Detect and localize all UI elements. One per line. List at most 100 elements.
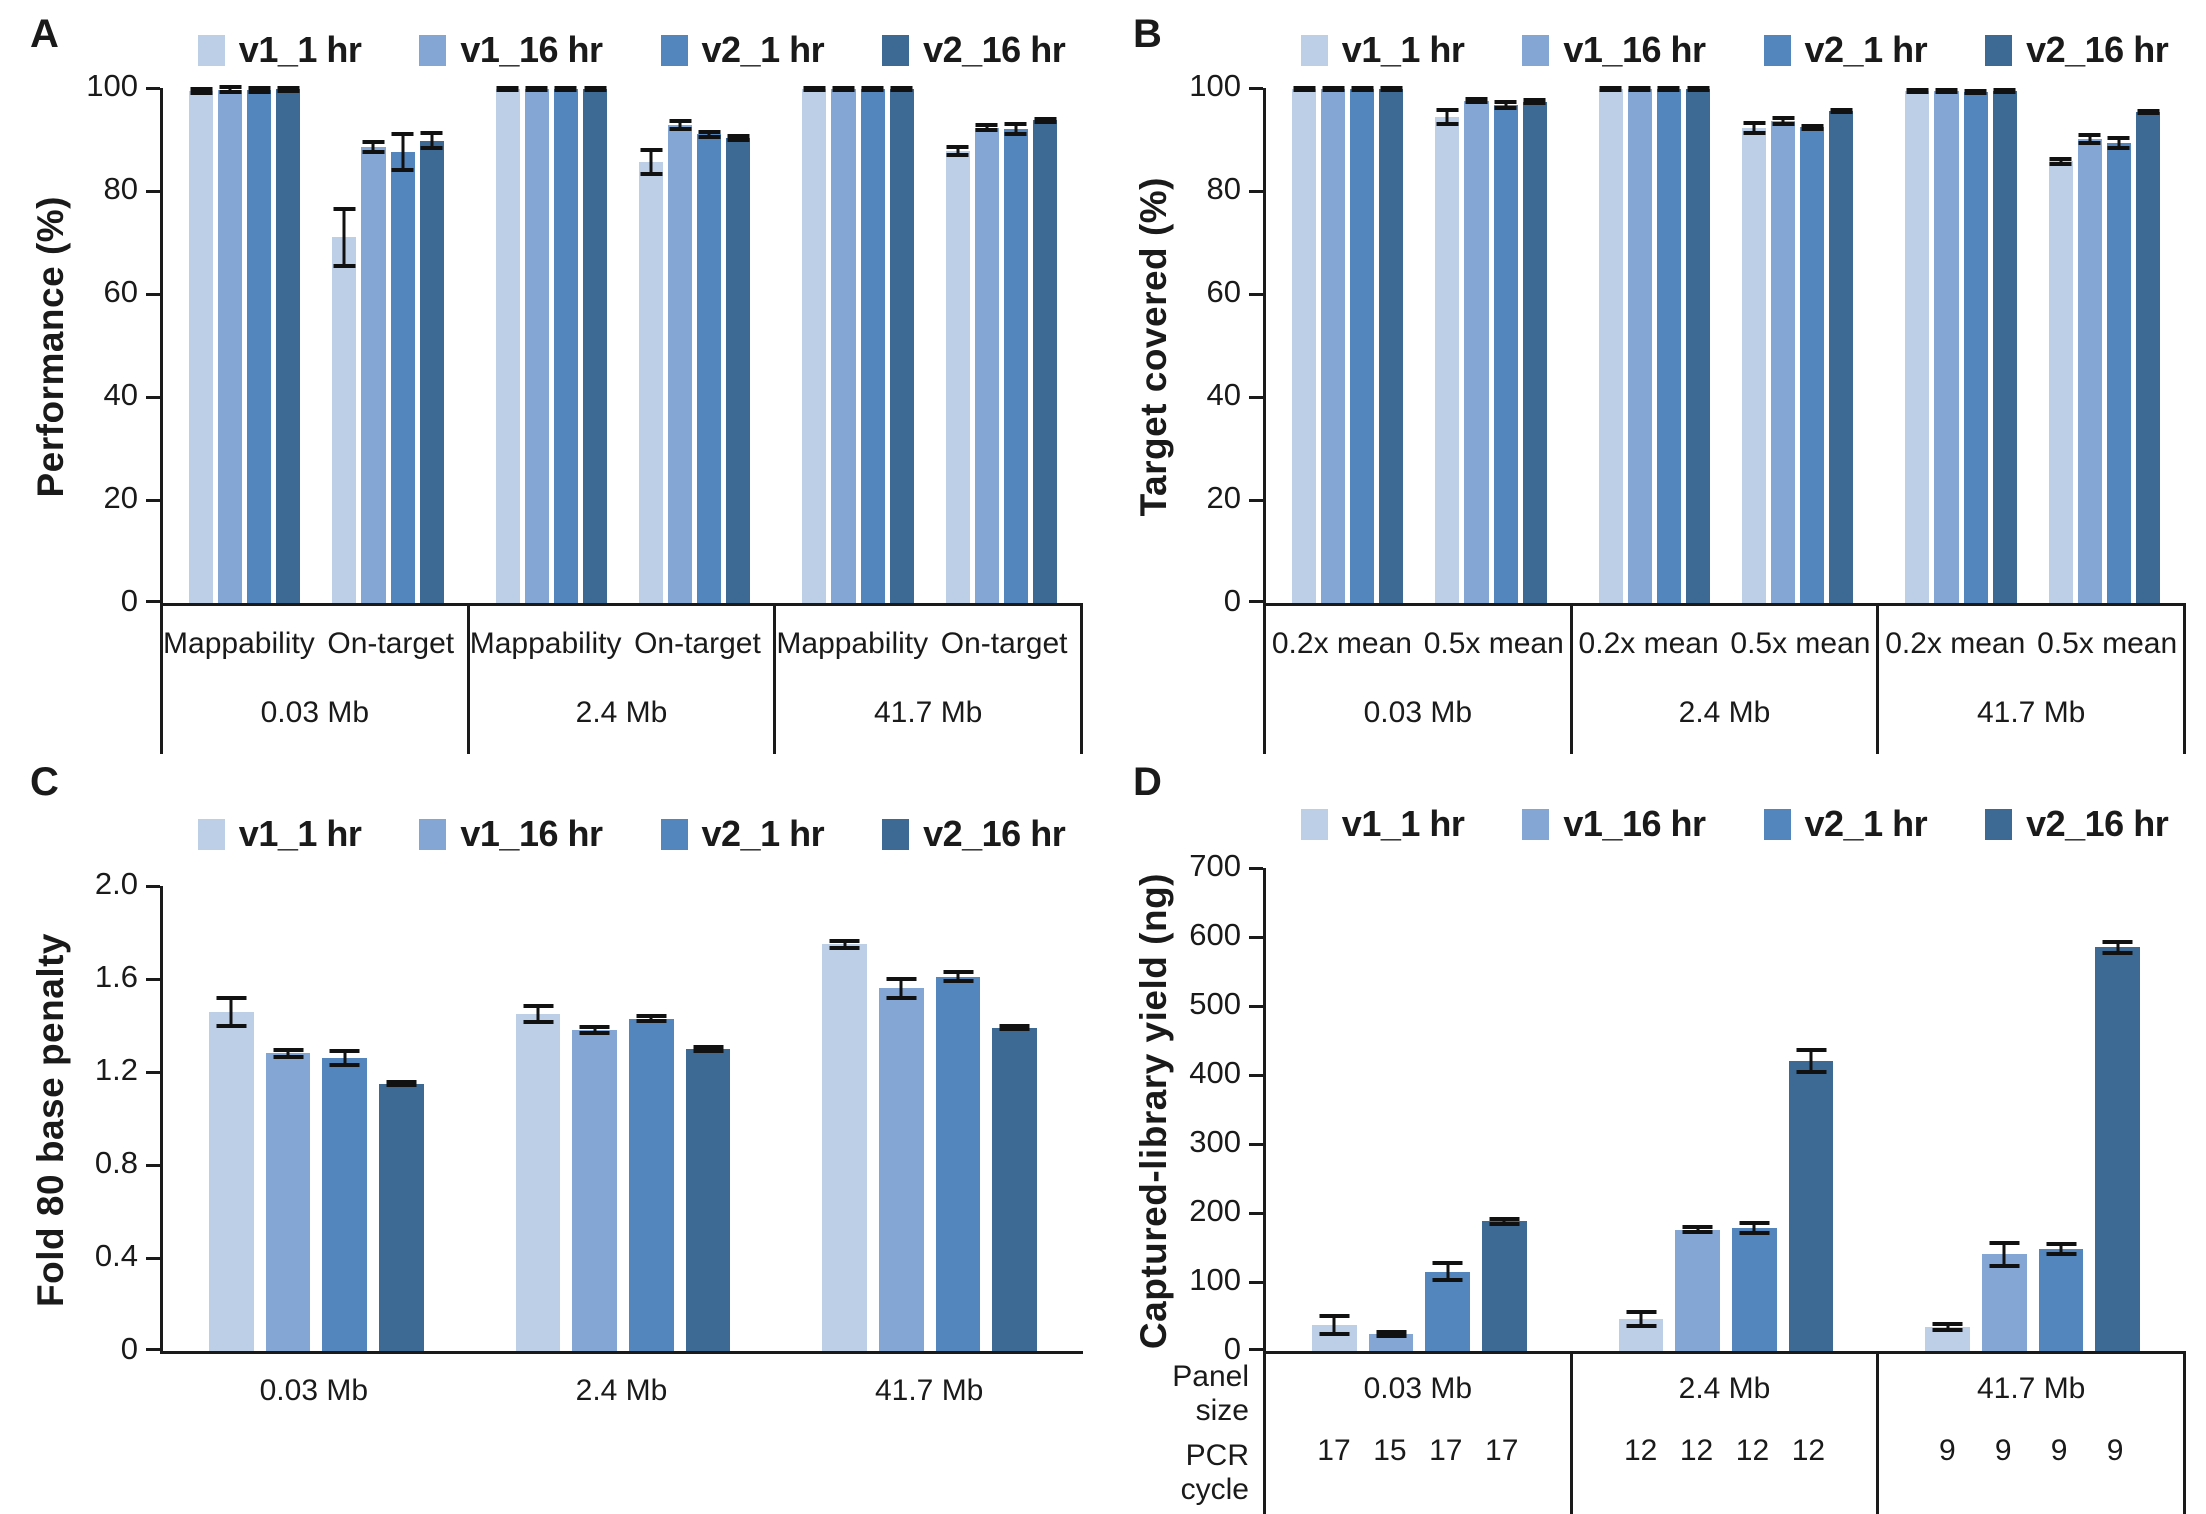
error-bar [640, 148, 663, 177]
error-bar [1599, 86, 1622, 93]
bar-v1-1-hr [639, 148, 664, 603]
legend-swatch-v2-16-hr [882, 34, 910, 66]
subgroup-label-on-target: On-target [327, 627, 455, 660]
error-bar-cap [1376, 1333, 1406, 1338]
bar-v1-1-hr [1618, 1310, 1664, 1351]
bar-v1-16-hr [974, 123, 999, 603]
y-tick-mark [1249, 866, 1263, 870]
error-bar-cap [669, 118, 692, 123]
error-bar-cap [999, 1024, 1030, 1029]
y-tick-label: 0 [120, 1331, 138, 1366]
bar-v1-1-hr [515, 1003, 561, 1351]
error-bar-cap [1465, 100, 1488, 105]
y-tick-mark [1249, 292, 1263, 296]
error-bar [1376, 1329, 1406, 1338]
legend-label-v2-16-hr: v2_16 hr [2026, 29, 2169, 70]
bar-group-0-03-mb [163, 84, 470, 603]
bar-v2-1-hr [697, 129, 722, 603]
error-bar [1319, 1313, 1350, 1336]
group-label-0-03-mb: 0.03 Mb [1363, 696, 1473, 729]
error-bar-cap [1989, 1264, 2020, 1269]
error-bar [386, 1080, 417, 1088]
legend-swatch-v2-1-hr [660, 34, 688, 66]
panel-a-y-axis: 0 20 40 60 80 100 [76, 68, 160, 618]
bar-v2-16-hr [276, 85, 301, 603]
y-tick-mark [1249, 935, 1263, 939]
y-tick-label: 40 [103, 377, 138, 412]
panel-d-group-table: 0.03 Mb 17 15 17 17 2.4 Mb 12 12 12 12 41.7 Mb 9 9 9 9 [1263, 1354, 2187, 1514]
bar-group-2-4-mb [1573, 1048, 1880, 1351]
y-tick-mark [146, 1070, 160, 1074]
legend-swatch-v2-1-hr [660, 818, 688, 850]
error-bar [1432, 1261, 1463, 1282]
error-bar-cap [999, 1027, 1030, 1032]
error-bar [1322, 85, 1345, 92]
bar-group-0-03-mb [1266, 85, 1573, 603]
error-bar-cap [1739, 1221, 1770, 1226]
bar-v2-1-hr [390, 132, 415, 603]
error-bar-cap [1436, 107, 1459, 112]
error-bar [1682, 1224, 1713, 1235]
legend-label-v2-16-hr: v2_16 hr [2026, 803, 2169, 844]
x-group-cell-41-7-mb: 0.2x mean 0.5x mean 41.7 Mb [1879, 606, 2187, 754]
legend-item-v2-1-hr: v2_1 hr [660, 813, 825, 855]
group-label-0-03-mb: 0.03 Mb [259, 1374, 369, 1407]
panel-c-x-axis-labels: 0.03 Mb 2.4 Mb 41.7 Mb [160, 1354, 1083, 1408]
bar-v2-16-hr [1829, 108, 1854, 603]
error-bar-cap [1523, 98, 1546, 103]
error-bar-cap [693, 1044, 724, 1049]
error-bar-cap [391, 168, 414, 173]
error-bar-cap [832, 87, 855, 92]
subgroup-label-0-5x-mean: 0.5x mean [1423, 627, 1564, 660]
x-group-cell-0-03-mb: 0.03 Mb 17 15 17 17 [1263, 1354, 1573, 1514]
error-bar-cap [669, 127, 692, 132]
error-bar [2137, 109, 2160, 116]
y-tick-label: 80 [103, 171, 138, 206]
y-tick-mark [146, 86, 160, 90]
bar-group-2-4-mb [470, 85, 777, 603]
legend-item-v1-1-hr: v1_1 hr [1300, 803, 1465, 845]
error-bar-cap [1376, 1329, 1406, 1334]
bar-v2-1-hr [322, 1049, 368, 1351]
error-bar [1351, 85, 1374, 92]
bar-cluster [1276, 85, 1419, 603]
subgroup-label-row: 0.2x mean 0.5x mean [1266, 606, 1570, 682]
subgroup-label-0-5x-mean: 0.5x mean [1730, 627, 1871, 660]
legend-panel-b: v1_1 hr v1_16 hr v2_1 hr v2_16 hr [1263, 26, 2206, 74]
bar-v1-1-hr [1312, 1313, 1357, 1351]
error-bar-cap [1932, 1327, 1963, 1332]
error-bar [1993, 87, 2016, 94]
panel-a-letter: A [30, 12, 59, 56]
error-bar-cap [1432, 1277, 1463, 1282]
y-tick-label: 20 [103, 480, 138, 515]
legend-label-v2-1-hr: v2_1 hr [1804, 29, 1928, 70]
legend-label-v1-16-hr: v1_16 hr [1563, 29, 1706, 70]
y-tick-label: 300 [1189, 1124, 1241, 1159]
error-bar [1004, 122, 1027, 137]
panel-d-x-axis-table: Panel size PCR cycle 0.03 Mb 17 15 17 17 2.4 … [1129, 1354, 2187, 1514]
error-bar [1436, 107, 1459, 127]
error-bar-cap [943, 970, 974, 975]
error-bar-cap [420, 146, 443, 151]
error-bar [1989, 1240, 2020, 1269]
bar-cluster [173, 84, 316, 603]
error-bar-cap [943, 979, 974, 984]
panel-a: A v1_1 hr v1_16 hr v2_1 hr v2_16 hr Perform… [0, 0, 1103, 754]
error-bar-cap [698, 129, 721, 134]
y-tick-mark [1249, 189, 1263, 193]
bar-v2-16-hr [1992, 87, 2017, 603]
error-bar-cap [2107, 136, 2130, 141]
legend-item-v1-1-hr: v1_1 hr [197, 29, 362, 71]
error-bar-cap [1739, 1231, 1770, 1236]
error-bar-cap [1772, 121, 1795, 126]
error-bar-cap [1993, 87, 2016, 92]
x-group-cell-41-7-mb: 41.7 Mb 9 9 9 9 [1879, 1354, 2187, 1514]
group-label-2-4-mb: 2.4 Mb [575, 696, 668, 729]
y-tick-label: 100 [1189, 1262, 1241, 1297]
pcr-cycle-row: 12 12 12 12 [1573, 1434, 1877, 1468]
error-bar-cap [1004, 132, 1027, 137]
error-bar [693, 1044, 724, 1053]
subgroup-label-mappability: Mappability [776, 627, 929, 660]
error-bar-cap [190, 90, 213, 95]
error-bar-cap [1964, 88, 1987, 93]
